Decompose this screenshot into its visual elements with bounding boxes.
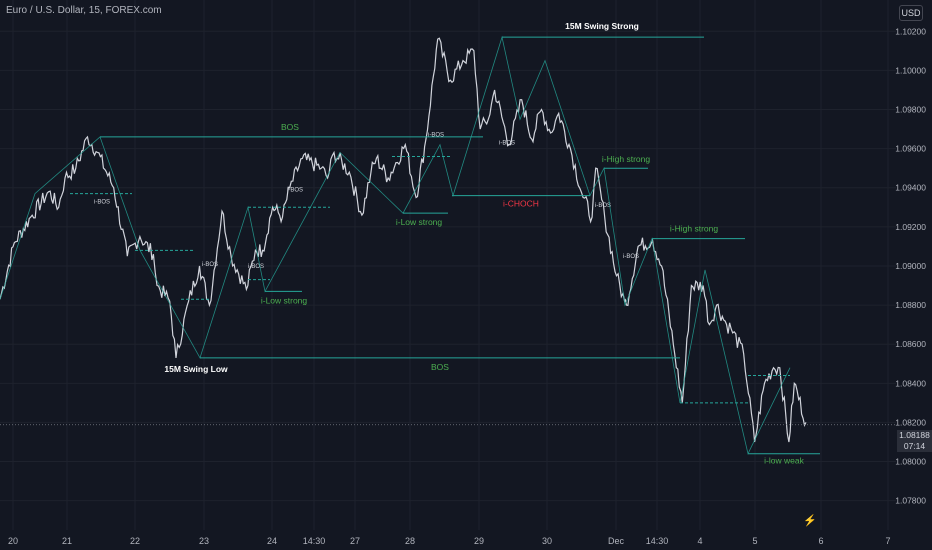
x-tick-label: 6 xyxy=(818,536,823,546)
y-tick-label: 1.10200 xyxy=(895,26,926,36)
y-tick-label: 1.08600 xyxy=(895,339,926,349)
zigzag-structure xyxy=(0,35,791,455)
symbol-title: Euro / U.S. Dollar, 15, FOREX.com xyxy=(6,5,162,16)
x-tick-label: 22 xyxy=(130,536,140,546)
annotation-label: BOS xyxy=(281,122,299,132)
bar-countdown: 07:14 xyxy=(903,441,926,451)
y-tick-label: 1.08400 xyxy=(895,378,926,388)
y-tick-label: 1.09400 xyxy=(895,183,926,193)
annotation-label: i-Low strong xyxy=(396,217,443,227)
annotation-label: i-BOS xyxy=(428,133,444,139)
x-tick-label: 30 xyxy=(542,536,552,546)
x-tick-label: 29 xyxy=(474,536,484,546)
y-tick-label: 1.09800 xyxy=(895,105,926,115)
annotation-label: BOS xyxy=(431,362,449,372)
annotation-label: i-High strong xyxy=(602,154,650,164)
x-tick-label: 7 xyxy=(885,536,890,546)
x-tick-label: 24 xyxy=(267,536,277,546)
y-tick-label: 1.08000 xyxy=(895,457,926,467)
annotation-label: i-CHOCH xyxy=(503,199,539,209)
y-tick-label: 1.09600 xyxy=(895,144,926,154)
current-price-label: 1.08188 07:14 xyxy=(897,430,932,452)
current-price-value: 1.08188 xyxy=(899,430,930,440)
x-tick-label: 4 xyxy=(697,536,702,546)
annotation-label: i-BOS xyxy=(202,262,218,268)
annotation-label: i-High strong xyxy=(670,224,718,234)
x-tick-label: 27 xyxy=(350,536,360,546)
annotation-label: i-BOS xyxy=(499,141,515,147)
x-tick-label: 21 xyxy=(62,536,72,546)
annotation-label: i-BOS xyxy=(595,203,611,209)
annotation-label: i-BOS xyxy=(248,264,264,270)
x-tick-label: 20 xyxy=(8,536,18,546)
x-tick-label: 28 xyxy=(405,536,415,546)
annotation-label: 15M Swing Low xyxy=(164,364,228,374)
annotation-label: 15M Swing Strong xyxy=(565,21,639,31)
annotation-label: i-BOS xyxy=(94,200,110,206)
y-tick-label: 1.07800 xyxy=(895,496,926,506)
y-tick-label: 1.09000 xyxy=(895,261,926,271)
x-tick-label: 23 xyxy=(199,536,209,546)
annotation-label: i-low weak xyxy=(764,456,804,466)
currency-button[interactable]: USD xyxy=(899,5,923,21)
price-series-line xyxy=(0,37,807,443)
x-tick-label: Dec xyxy=(608,536,625,546)
y-tick-label: 1.09200 xyxy=(895,222,926,232)
annotation-label: i-BOS xyxy=(623,254,639,260)
tradingview-logo-icon[interactable]: ⚡ xyxy=(803,515,817,527)
x-tick-label: 5 xyxy=(752,536,757,546)
annotation-label: i-Low strong xyxy=(261,295,308,305)
y-tick-label: 1.10000 xyxy=(895,65,926,75)
y-tick-label: 1.08200 xyxy=(895,417,926,427)
annotation-label: i-BOS xyxy=(287,187,303,193)
x-tick-label: 14:30 xyxy=(303,536,326,546)
y-tick-label: 1.08800 xyxy=(895,300,926,310)
x-tick-label: 14:30 xyxy=(646,536,669,546)
